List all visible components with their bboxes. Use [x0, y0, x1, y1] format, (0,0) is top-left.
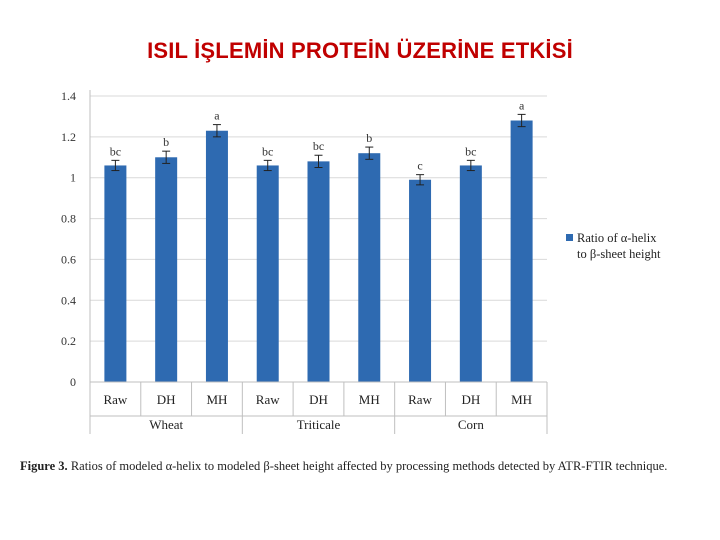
- caption-label: Figure 3.: [20, 459, 68, 473]
- data-label: bc: [465, 144, 476, 158]
- bar: [459, 165, 482, 382]
- x-group-label: Corn: [458, 417, 485, 432]
- y-tick-label: 0.8: [61, 212, 76, 226]
- y-tick-label: 0.4: [61, 293, 76, 307]
- bar: [155, 157, 178, 382]
- data-label: a: [519, 98, 525, 112]
- x-tick-label: Raw: [103, 392, 127, 407]
- bar: [205, 130, 228, 382]
- x-tick-label: DH: [461, 392, 480, 407]
- legend-swatch: [566, 234, 573, 241]
- figure-frame: 0 0.2 0.4 0.6 0.8 1 1.2 1.4 bc b a bc bc b c bc a Raw DH MH…: [50, 82, 662, 436]
- x-group-label: Wheat: [149, 417, 183, 432]
- y-tick-label: 1.4: [61, 89, 76, 103]
- figure-caption: Figure 3. Ratios of modeled α-helix to m…: [20, 458, 710, 474]
- y-tick-label: 1: [70, 171, 76, 185]
- data-label: bc: [110, 144, 121, 158]
- x-group-label: Triticale: [297, 417, 341, 432]
- bar: [104, 165, 127, 382]
- bar: [256, 165, 279, 382]
- y-tick-label: 0.2: [61, 334, 76, 348]
- bar: [409, 179, 432, 382]
- legend-label: Ratio of α-helix to β-sheet height: [577, 231, 661, 261]
- x-tick-label: DH: [157, 392, 176, 407]
- bar: [510, 120, 533, 382]
- data-label: c: [417, 159, 422, 173]
- data-label: bc: [313, 139, 324, 153]
- x-tick-label: MH: [359, 392, 380, 407]
- y-tick-label: 0: [70, 375, 76, 389]
- data-label: a: [214, 109, 220, 123]
- x-tick-label: MH: [511, 392, 532, 407]
- y-tick-label: 1.2: [61, 130, 76, 144]
- x-tick-label: Raw: [408, 392, 432, 407]
- x-tick-label: Raw: [256, 392, 280, 407]
- y-tick-label: 0.6: [61, 252, 76, 266]
- data-label: bc: [262, 144, 273, 158]
- x-tick-label: DH: [309, 392, 328, 407]
- data-label: b: [163, 135, 169, 149]
- slide-title: ISIL İŞLEMİN PROTEİN ÜZERİNE ETKİSİ: [147, 38, 573, 63]
- bar: [358, 153, 381, 382]
- x-tick-label: MH: [206, 392, 227, 407]
- data-label: b: [366, 131, 372, 145]
- bar: [307, 161, 330, 382]
- caption-text: Ratios of modeled α-helix to modeled β-s…: [70, 459, 668, 473]
